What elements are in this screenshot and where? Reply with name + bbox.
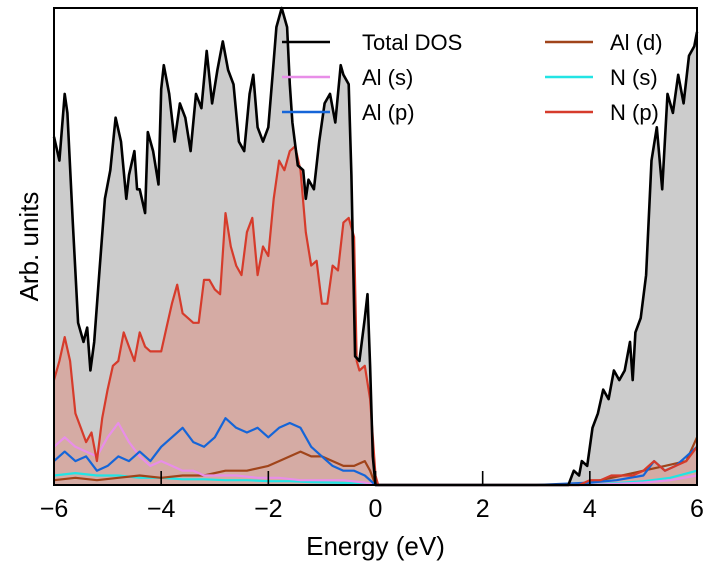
series-lines xyxy=(52,6,699,487)
x-axis-label: Energy (eV) xyxy=(306,531,445,561)
x-axis-ticks xyxy=(53,471,698,485)
n-p-area xyxy=(54,146,697,486)
legend-label: Al (d) xyxy=(610,30,663,55)
legend: Total DOS Al (s) Al (p) Al (d) N (s) N (p) xyxy=(282,30,663,125)
x-tick-label: 2 xyxy=(476,495,490,523)
x-tick-label: −2 xyxy=(254,495,283,523)
series-line-total xyxy=(52,6,699,487)
legend-label: Al (p) xyxy=(362,100,415,125)
legend-label: N (p) xyxy=(610,100,659,125)
x-tick-label: 4 xyxy=(583,495,597,523)
x-axis-tick-labels: −6 −4 −2 0 2 4 6 xyxy=(40,495,704,523)
x-tick-label: −6 xyxy=(40,495,69,523)
legend-label: Al (s) xyxy=(362,65,413,90)
series-fills xyxy=(54,8,697,486)
x-tick-label: 0 xyxy=(369,495,383,523)
y-axis-label: Arb. units xyxy=(14,192,44,302)
series-line-al-p xyxy=(53,417,698,487)
legend-label: Total DOS xyxy=(362,30,462,55)
x-tick-label: 6 xyxy=(690,495,704,523)
x-tick-label: −4 xyxy=(147,495,176,523)
legend-label: N (s) xyxy=(610,65,658,90)
